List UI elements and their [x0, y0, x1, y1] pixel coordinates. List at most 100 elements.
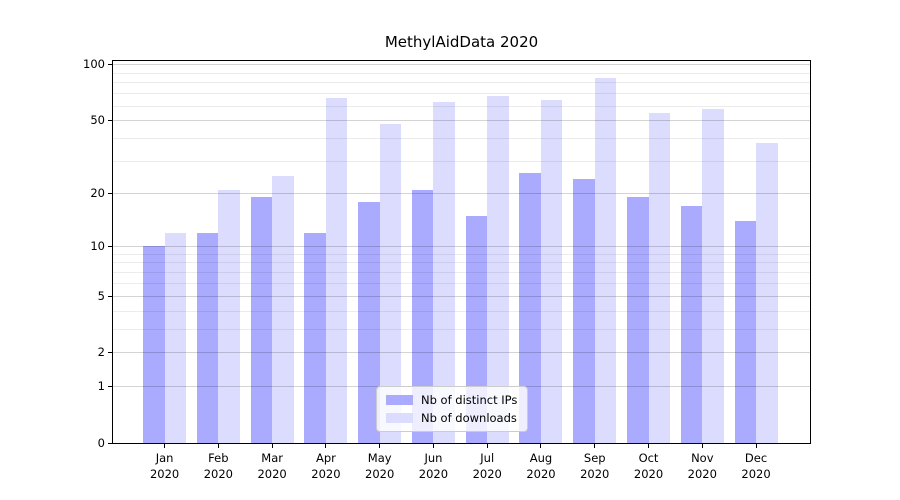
gridline-minor: [113, 253, 810, 255]
x-tick-year: 2020: [203, 467, 233, 481]
bar-downloads: [218, 189, 240, 443]
bar-distinct-ips: [627, 197, 649, 443]
x-tick-label: Jun 2020: [401, 450, 465, 482]
x-tick-label: Dec 2020: [724, 450, 788, 482]
x-tick-mark: [432, 444, 434, 448]
x-tick-month: Nov: [691, 451, 714, 465]
legend-swatch-distinct-ips: [386, 395, 413, 405]
x-tick-mark: [379, 444, 381, 448]
bar-distinct-ips: [411, 189, 434, 443]
x-tick-mark: [486, 444, 488, 448]
x-tick-month: Sep: [583, 451, 606, 465]
bar-downloads: [164, 232, 187, 443]
bar-downloads: [379, 124, 402, 443]
x-tick-mark: [271, 444, 273, 448]
bar-distinct-ips: [680, 206, 703, 443]
bar-distinct-ips: [304, 232, 326, 443]
y-tick-mark: [108, 442, 112, 444]
x-tick-year: 2020: [687, 467, 717, 481]
y-tick-label: 1: [97, 378, 105, 393]
y-tick-label: 2: [97, 345, 105, 360]
x-tick-year: 2020: [741, 467, 771, 481]
y-tick-label: 50: [90, 113, 105, 128]
x-tick-year: 2020: [418, 467, 449, 481]
gridline-major: [113, 120, 810, 122]
x-tick-year: 2020: [580, 467, 610, 481]
x-tick-month: Oct: [638, 451, 659, 465]
y-tick-mark: [108, 64, 112, 66]
legend: Nb of distinct IPs Nb of downloads: [376, 386, 529, 432]
x-tick-month: Aug: [529, 451, 553, 465]
bar-downloads: [325, 98, 348, 443]
bar-distinct-ips: [734, 221, 757, 443]
y-tick-mark: [108, 245, 112, 247]
x-tick-label: Sep 2020: [563, 450, 627, 482]
x-tick-label: Jul 2020: [455, 450, 519, 482]
y-tick-label: 20: [90, 185, 105, 200]
chart-title: MethylAidData 2020: [384, 33, 539, 51]
x-tick-year: 2020: [472, 467, 502, 481]
bar-downloads: [272, 175, 294, 443]
x-tick-month: Jan: [155, 451, 174, 465]
bar-downloads: [540, 99, 563, 443]
gridline-minor: [113, 161, 810, 163]
gridline-major: [113, 245, 810, 247]
gridline-minor: [113, 93, 810, 95]
x-tick-year: 2020: [257, 467, 287, 481]
bar-downloads: [756, 142, 778, 443]
gridline-minor: [113, 262, 810, 264]
bar-distinct-ips: [143, 246, 165, 443]
x-tick-mark: [164, 444, 166, 448]
x-tick-label: Feb 2020: [186, 450, 250, 482]
gridline-minor: [113, 272, 810, 274]
bar-distinct-ips: [196, 232, 219, 443]
legend-swatch-downloads: [386, 413, 413, 423]
bar-distinct-ips: [250, 197, 273, 443]
bar-downloads: [702, 108, 724, 443]
bar-distinct-ips: [519, 172, 541, 443]
gridline-major: [113, 64, 810, 66]
x-tick-label: Apr 2020: [294, 450, 358, 482]
x-tick-mark: [540, 444, 542, 448]
y-tick-label: 100: [83, 57, 105, 72]
x-tick-label: Nov 2020: [670, 450, 734, 482]
y-tick-mark: [108, 120, 112, 122]
x-tick-year: 2020: [311, 467, 341, 481]
legend-item-downloads: Nb of downloads: [386, 411, 517, 425]
x-tick-month: Jun: [424, 451, 443, 465]
x-tick-mark: [701, 444, 703, 448]
x-tick-year: 2020: [365, 467, 395, 481]
x-tick-month: May: [367, 451, 392, 465]
gridline-major: [113, 192, 810, 194]
x-tick-label: May 2020: [348, 450, 412, 482]
bar-distinct-ips: [358, 201, 380, 443]
bar-downloads: [487, 95, 509, 443]
x-tick-label: Jan 2020: [133, 450, 197, 482]
y-tick-mark: [108, 295, 112, 297]
gridline-minor: [113, 138, 810, 140]
y-tick-label: 10: [90, 238, 105, 253]
x-tick-mark: [755, 444, 757, 448]
legend-label-downloads: Nb of downloads: [421, 411, 517, 425]
gridline-major: [113, 295, 810, 297]
gridline-minor: [113, 310, 810, 312]
legend-item-distinct-ips: Nb of distinct IPs: [386, 393, 517, 407]
gridline-minor: [113, 328, 810, 330]
y-tick-mark: [108, 352, 112, 354]
bar-downloads: [594, 77, 617, 443]
x-tick-year: 2020: [633, 467, 664, 481]
x-tick-month: Dec: [744, 451, 768, 465]
bar-downloads: [433, 102, 455, 443]
plot-area: Nb of distinct IPs Nb of downloads: [112, 60, 811, 444]
x-tick-label: Mar 2020: [240, 450, 304, 482]
gridline-minor: [113, 105, 810, 107]
x-tick-month: Feb: [208, 451, 229, 465]
legend-label-distinct-ips: Nb of distinct IPs: [421, 393, 518, 407]
bar-downloads: [648, 113, 671, 443]
x-tick-month: Mar: [261, 451, 283, 465]
x-tick-label: Aug 2020: [509, 450, 573, 482]
x-tick-label: Oct 2020: [617, 450, 681, 482]
y-tick-label: 5: [97, 288, 105, 303]
y-tick-label: 0: [97, 435, 105, 450]
gridline-major: [113, 352, 810, 354]
